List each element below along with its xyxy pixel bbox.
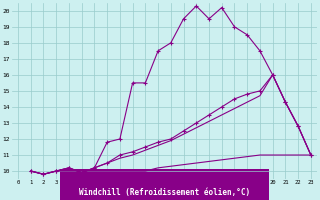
X-axis label: Windchill (Refroidissement éolien,°C): Windchill (Refroidissement éolien,°C) (79, 188, 250, 197)
